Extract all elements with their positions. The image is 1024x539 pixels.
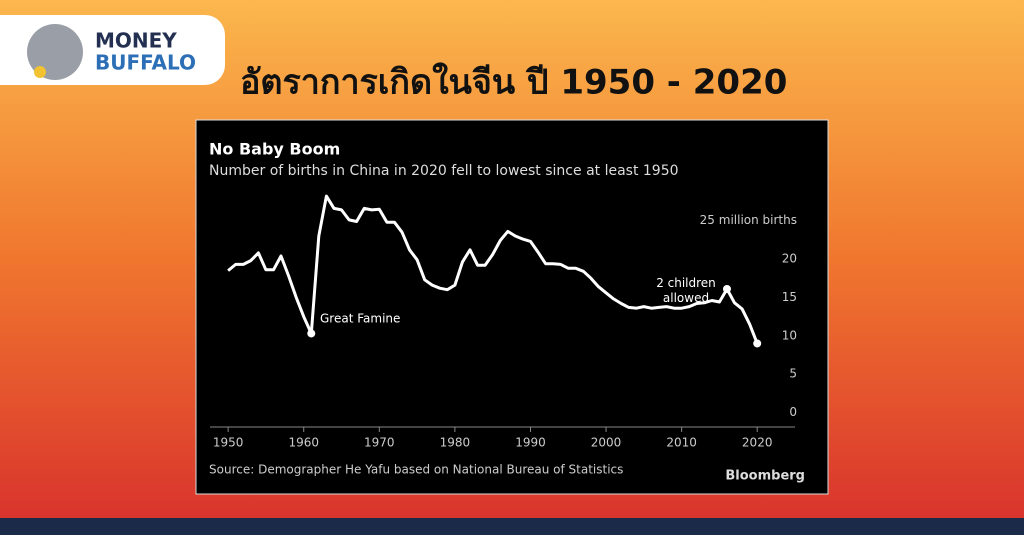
x-tick-label: 2020 bbox=[742, 436, 773, 450]
brand: Bloomberg bbox=[725, 469, 805, 484]
y-tick-label: 10 bbox=[782, 328, 797, 342]
annotation: 2 children allowed bbox=[656, 276, 716, 305]
point bbox=[307, 329, 316, 338]
x-tick-label: 1950 bbox=[213, 436, 244, 450]
x-tick-label: 1980 bbox=[440, 436, 471, 450]
page-title: อัตราการเกิดในจีน ปี 1950 - 2020 bbox=[240, 62, 787, 103]
source: Source: Demographer He Yafu based on Nat… bbox=[209, 463, 623, 477]
y-tick-label: 15 bbox=[782, 290, 797, 304]
y-tick-label: 5 bbox=[789, 367, 797, 381]
logo-icon bbox=[27, 24, 83, 80]
x-tick-label: 1990 bbox=[515, 436, 546, 450]
logo-text: MONEY bbox=[95, 29, 177, 53]
footer-strip bbox=[0, 518, 1024, 535]
logo-text: BUFFALO bbox=[95, 51, 196, 75]
x-tick-label: 2000 bbox=[591, 436, 622, 450]
logo-ring bbox=[34, 66, 46, 78]
annotation: Great Famine bbox=[320, 312, 400, 326]
x-tick-label: 1970 bbox=[364, 436, 395, 450]
y-tick-label: 20 bbox=[782, 252, 797, 266]
x-tick-label: 1960 bbox=[288, 436, 319, 450]
x-tick-label: 2010 bbox=[666, 436, 697, 450]
chart-subtitle: Number of births in China in 2020 fell t… bbox=[209, 163, 679, 179]
y-tick-label: 25 million births bbox=[700, 213, 797, 227]
y-tick-label: 0 bbox=[789, 405, 797, 419]
point bbox=[722, 284, 731, 293]
chart-title: No Baby Boom bbox=[209, 140, 340, 159]
point bbox=[753, 339, 762, 348]
line bbox=[227, 194, 759, 344]
